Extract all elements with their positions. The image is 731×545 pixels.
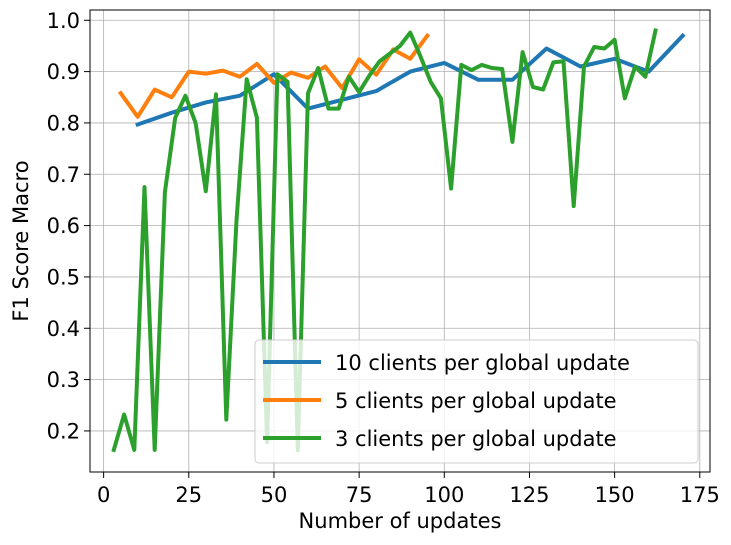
- x-tick-label: 75: [346, 483, 373, 507]
- legend-entry: 5 clients per global update: [335, 389, 617, 413]
- x-tick-label: 0: [97, 483, 110, 507]
- legend-box: [254, 339, 699, 464]
- x-tick-label: 50: [261, 483, 288, 507]
- y-tick-label: 0.9: [47, 60, 80, 84]
- series-line: [111, 28, 658, 453]
- axis-ticks: 0 25 50 75 100 125 150 175 0.2 0.3 0.4 0.5 0.6 0.7 0.8…: [47, 9, 720, 507]
- legend: 10 clients per global update 5 clients pe…: [254, 339, 699, 464]
- series-line: [135, 32, 686, 128]
- y-tick-label: 1.0: [47, 9, 80, 33]
- y-tick-label: 0.2: [47, 419, 80, 443]
- series-line: [117, 32, 431, 119]
- x-tick-label: 175: [680, 483, 720, 507]
- x-axis-label: Number of updates: [299, 509, 502, 533]
- x-tick-label: 100: [424, 483, 464, 507]
- y-tick-label: 0.8: [47, 111, 80, 135]
- plot-frame: [89, 9, 711, 473]
- legend-entry: 3 clients per global update: [335, 427, 617, 451]
- y-tick-label: 0.5: [47, 265, 80, 289]
- x-tick-label: 150: [595, 483, 635, 507]
- y-tick-label: 0.6: [47, 214, 80, 238]
- x-tick-label: 125: [509, 483, 549, 507]
- plot-series: [111, 28, 686, 453]
- y-axis-label: F1 Score Macro: [9, 160, 33, 321]
- legend-entry: 10 clients per global update: [335, 351, 630, 375]
- y-tick-label: 0.3: [47, 368, 80, 392]
- grid: [90, 10, 710, 472]
- x-tick-label: 25: [175, 483, 202, 507]
- y-tick-label: 0.4: [47, 317, 80, 341]
- legend-items: 10 clients per global update 5 clients pe…: [263, 351, 630, 451]
- y-tick-label: 0.7: [47, 163, 80, 187]
